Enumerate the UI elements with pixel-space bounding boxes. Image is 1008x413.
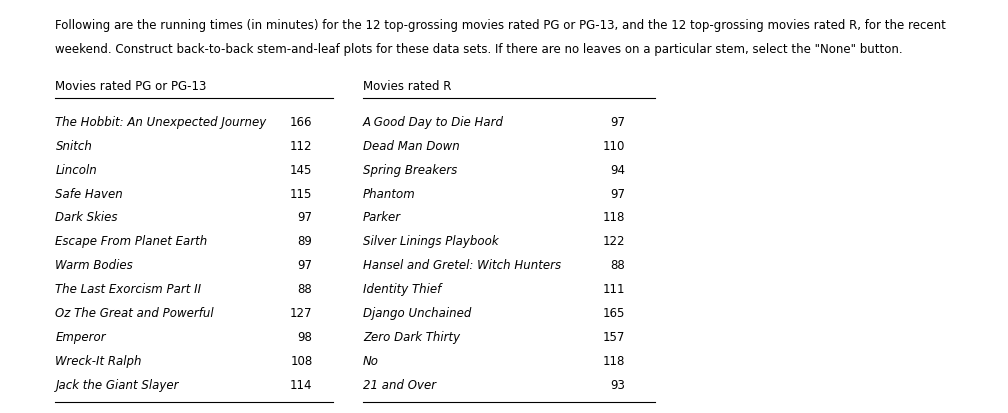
Text: Dead Man Down: Dead Man Down — [363, 140, 460, 152]
Text: Lincoln: Lincoln — [55, 164, 97, 176]
Text: Spring Breakers: Spring Breakers — [363, 164, 458, 176]
Text: 145: 145 — [290, 164, 312, 176]
Text: 94: 94 — [610, 164, 625, 176]
Text: Identity Thief: Identity Thief — [363, 283, 442, 296]
Text: 166: 166 — [290, 116, 312, 128]
Text: Hansel and Gretel: Witch Hunters: Hansel and Gretel: Witch Hunters — [363, 259, 561, 272]
Text: Zero Dark Thirty: Zero Dark Thirty — [363, 331, 460, 344]
Text: 157: 157 — [603, 331, 625, 344]
Text: Dark Skies: Dark Skies — [55, 211, 118, 224]
Text: 89: 89 — [297, 235, 312, 248]
Text: 165: 165 — [603, 307, 625, 320]
Text: 122: 122 — [603, 235, 625, 248]
Text: 97: 97 — [610, 116, 625, 128]
Text: 98: 98 — [297, 331, 312, 344]
Text: The Last Exorcism Part II: The Last Exorcism Part II — [55, 283, 202, 296]
Text: 118: 118 — [603, 211, 625, 224]
Text: 110: 110 — [603, 140, 625, 152]
Text: 111: 111 — [603, 283, 625, 296]
Text: 118: 118 — [603, 355, 625, 368]
Text: 21 and Over: 21 and Over — [363, 379, 436, 392]
Text: Escape From Planet Earth: Escape From Planet Earth — [55, 235, 208, 248]
Text: 97: 97 — [297, 259, 312, 272]
Text: A Good Day to Die Hard: A Good Day to Die Hard — [363, 116, 504, 128]
Text: Movies rated PG or PG-13: Movies rated PG or PG-13 — [55, 80, 207, 93]
Text: 115: 115 — [290, 188, 312, 200]
Text: Parker: Parker — [363, 211, 401, 224]
Text: 88: 88 — [610, 259, 625, 272]
Text: 108: 108 — [290, 355, 312, 368]
Text: weekend. Construct back-to-back stem-and-leaf plots for these data sets. If ther: weekend. Construct back-to-back stem-and… — [55, 43, 903, 56]
Text: Wreck-It Ralph: Wreck-It Ralph — [55, 355, 142, 368]
Text: Safe Haven: Safe Haven — [55, 188, 123, 200]
Text: Jack the Giant Slayer: Jack the Giant Slayer — [55, 379, 179, 392]
Text: 127: 127 — [290, 307, 312, 320]
Text: The Hobbit: An Unexpected Journey: The Hobbit: An Unexpected Journey — [55, 116, 267, 128]
Text: 97: 97 — [610, 188, 625, 200]
Text: Movies rated R: Movies rated R — [363, 80, 452, 93]
Text: 88: 88 — [297, 283, 312, 296]
Text: Oz The Great and Powerful: Oz The Great and Powerful — [55, 307, 214, 320]
Text: Emperor: Emperor — [55, 331, 106, 344]
Text: Django Unchained: Django Unchained — [363, 307, 472, 320]
Text: Silver Linings Playbook: Silver Linings Playbook — [363, 235, 499, 248]
Text: Phantom: Phantom — [363, 188, 415, 200]
Text: No: No — [363, 355, 379, 368]
Text: Snitch: Snitch — [55, 140, 93, 152]
Text: 112: 112 — [290, 140, 312, 152]
Text: 93: 93 — [610, 379, 625, 392]
Text: 97: 97 — [297, 211, 312, 224]
Text: Following are the running times (in minutes) for the 12 top-grossing movies rate: Following are the running times (in minu… — [55, 19, 947, 31]
Text: Warm Bodies: Warm Bodies — [55, 259, 133, 272]
Text: 114: 114 — [290, 379, 312, 392]
